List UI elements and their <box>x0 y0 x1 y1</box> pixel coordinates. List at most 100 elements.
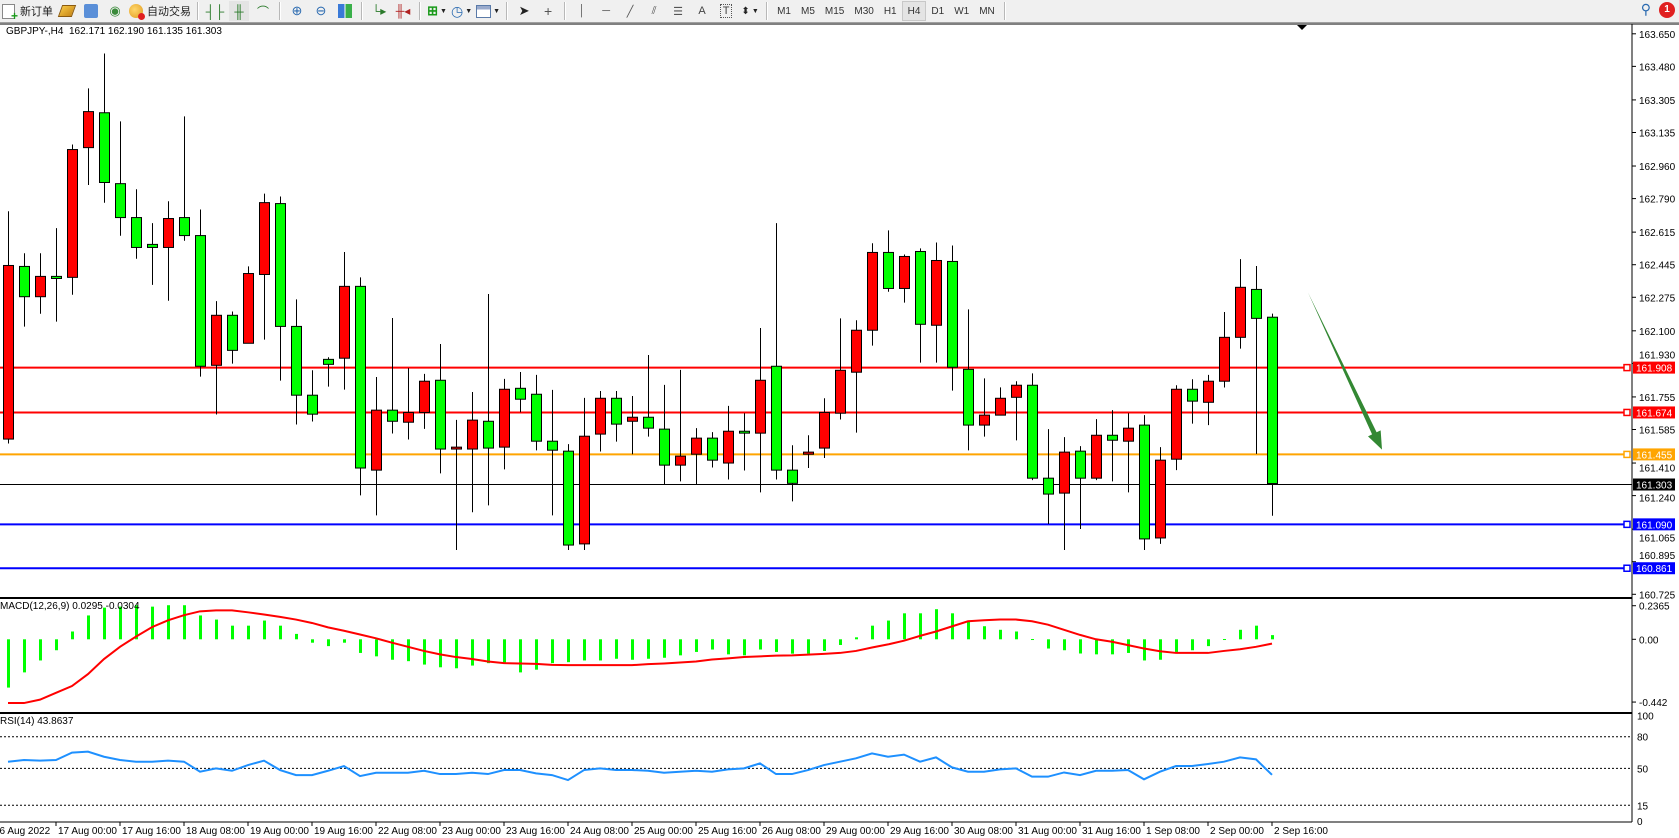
macd-histogram-bar <box>631 639 634 660</box>
candle-bullish <box>403 411 414 423</box>
macd-histogram-bar <box>503 639 506 664</box>
macd-histogram-bar <box>983 626 986 640</box>
signals-button[interactable]: ◉ <box>105 1 125 21</box>
candle-bullish <box>723 430 734 464</box>
candle-bearish <box>1075 450 1086 479</box>
separator <box>361 2 363 20</box>
time-tick-label: 22 Aug 08:00 <box>378 826 437 837</box>
candle-bullish <box>499 388 510 448</box>
separator <box>197 2 199 20</box>
bid-price-label: 161.303 <box>1636 481 1673 492</box>
arrows-tool[interactable]: ⬍ ▼ <box>740 1 760 21</box>
macd-histogram-bar <box>311 639 314 643</box>
macd-histogram-bar <box>1079 639 1082 654</box>
notification-badge[interactable]: 1 <box>1659 1 1675 18</box>
zoom-out-button[interactable]: ⊖ <box>311 1 331 21</box>
candle-bullish <box>867 251 878 331</box>
templates-button[interactable]: ▼ <box>476 1 500 21</box>
fibonacci-tool[interactable]: ☰ <box>668 1 688 21</box>
chart-shift-icon: ╫◂ <box>395 4 411 18</box>
candlestick-chart-button[interactable]: ╫ <box>229 1 249 21</box>
macd-histogram-bar <box>1095 639 1098 655</box>
right-tools: ⚲ 1 <box>1641 1 1675 18</box>
time-tick-label: 18 Aug 08:00 <box>186 826 245 837</box>
tile-windows-button[interactable] <box>335 1 355 21</box>
timeframe-m30[interactable]: M30 <box>854 5 874 17</box>
auto-trading-button[interactable]: 自动交易 <box>129 1 191 21</box>
candle-bearish <box>787 469 798 484</box>
equidistant-channel-tool[interactable]: ⫽ <box>644 1 664 21</box>
macd-histogram-bar <box>679 639 682 656</box>
macd-histogram-bar <box>759 639 762 650</box>
macd-histogram-bar <box>935 609 938 640</box>
line-chart-button[interactable]: ⌒ <box>253 1 273 21</box>
candle-bullish <box>835 369 846 414</box>
candle-bearish <box>515 387 526 400</box>
time-tick-label: 19 Aug 00:00 <box>250 826 309 837</box>
candle-bearish <box>483 420 494 449</box>
candle-bullish <box>1059 451 1070 494</box>
candle-bearish <box>147 243 158 248</box>
candle-bearish <box>771 365 782 471</box>
crosshair-tool[interactable]: + <box>538 1 558 21</box>
chevron-down-icon: ▼ <box>465 7 473 15</box>
macd-histogram-bar <box>1255 625 1258 640</box>
data-window-button[interactable] <box>81 1 101 21</box>
text-label-tool[interactable]: T <box>716 1 736 21</box>
new-order-button[interactable]: + 新订单 <box>2 1 53 22</box>
horizontal-line-icon: ─ <box>602 5 610 17</box>
macd-histogram-bar <box>663 639 666 658</box>
candle-bullish <box>819 411 830 449</box>
auto-trading-icon <box>129 4 145 20</box>
macd-histogram-bar <box>1047 639 1050 649</box>
candle-bearish <box>739 430 750 434</box>
timeframe-h1[interactable]: H1 <box>883 5 897 17</box>
separator <box>564 2 567 20</box>
timeframe-m15[interactable]: M15 <box>824 5 845 17</box>
periods-button[interactable]: ◷ ▼ <box>451 1 472 21</box>
timeframe-w1[interactable]: W1 <box>954 5 970 17</box>
candle-bearish <box>883 251 894 289</box>
text-tool[interactable]: A <box>692 1 712 21</box>
level-handle <box>1623 450 1631 459</box>
macd-histogram-bar <box>1271 635 1274 640</box>
timeframe-h4[interactable]: H4 <box>901 1 927 21</box>
vertical-line-tool[interactable]: │ <box>572 1 592 21</box>
trendline-tool[interactable]: ╱ <box>620 1 640 21</box>
indicators-button[interactable]: ⊞ ▼ <box>427 1 447 21</box>
macd-histogram-bar <box>999 629 1002 640</box>
chart-shift-button[interactable]: ╫◂ <box>393 1 413 21</box>
timeframe-m5[interactable]: M5 <box>801 5 815 17</box>
candle-bearish <box>1251 288 1262 319</box>
timeframe-d1[interactable]: D1 <box>931 5 945 17</box>
timeframe-m1[interactable]: M1 <box>777 5 791 17</box>
auto-scroll-button[interactable]: └▸ <box>369 1 389 21</box>
candle-bearish <box>1187 388 1198 402</box>
macd-histogram-bar <box>215 619 218 640</box>
time-tick-label: 31 Aug 16:00 <box>1082 826 1141 837</box>
timeframe-mn[interactable]: MN <box>979 5 995 17</box>
cursor-tool[interactable]: ➤ <box>514 1 534 21</box>
search-icon[interactable]: ⚲ <box>1640 1 1651 17</box>
macd-histogram-bar <box>775 639 778 652</box>
level-price-tag <box>1633 562 1675 575</box>
candle-bullish <box>1219 336 1230 382</box>
template-icon <box>476 4 492 18</box>
macd-histogram-bar <box>359 639 362 653</box>
macd-histogram-bar <box>519 639 522 673</box>
time-tick-label: 24 Aug 08:00 <box>570 826 629 837</box>
price-tick-label: 163.650 <box>1639 30 1676 41</box>
candle-bullish <box>931 259 942 326</box>
indicators-icon: ⊞ <box>427 3 438 18</box>
separator <box>279 2 281 20</box>
candle-bearish <box>99 112 110 184</box>
zoom-in-button[interactable]: ⊕ <box>287 1 307 21</box>
chevron-down-icon: ▼ <box>493 7 501 15</box>
horizontal-line-tool[interactable]: ─ <box>596 1 616 21</box>
candle-bullish <box>803 451 814 455</box>
candle-bullish <box>339 285 350 359</box>
bar-chart-button[interactable]: ┤├ <box>205 1 225 21</box>
price-tick-label: 162.960 <box>1639 162 1676 173</box>
macd-histogram-bar <box>855 637 858 640</box>
